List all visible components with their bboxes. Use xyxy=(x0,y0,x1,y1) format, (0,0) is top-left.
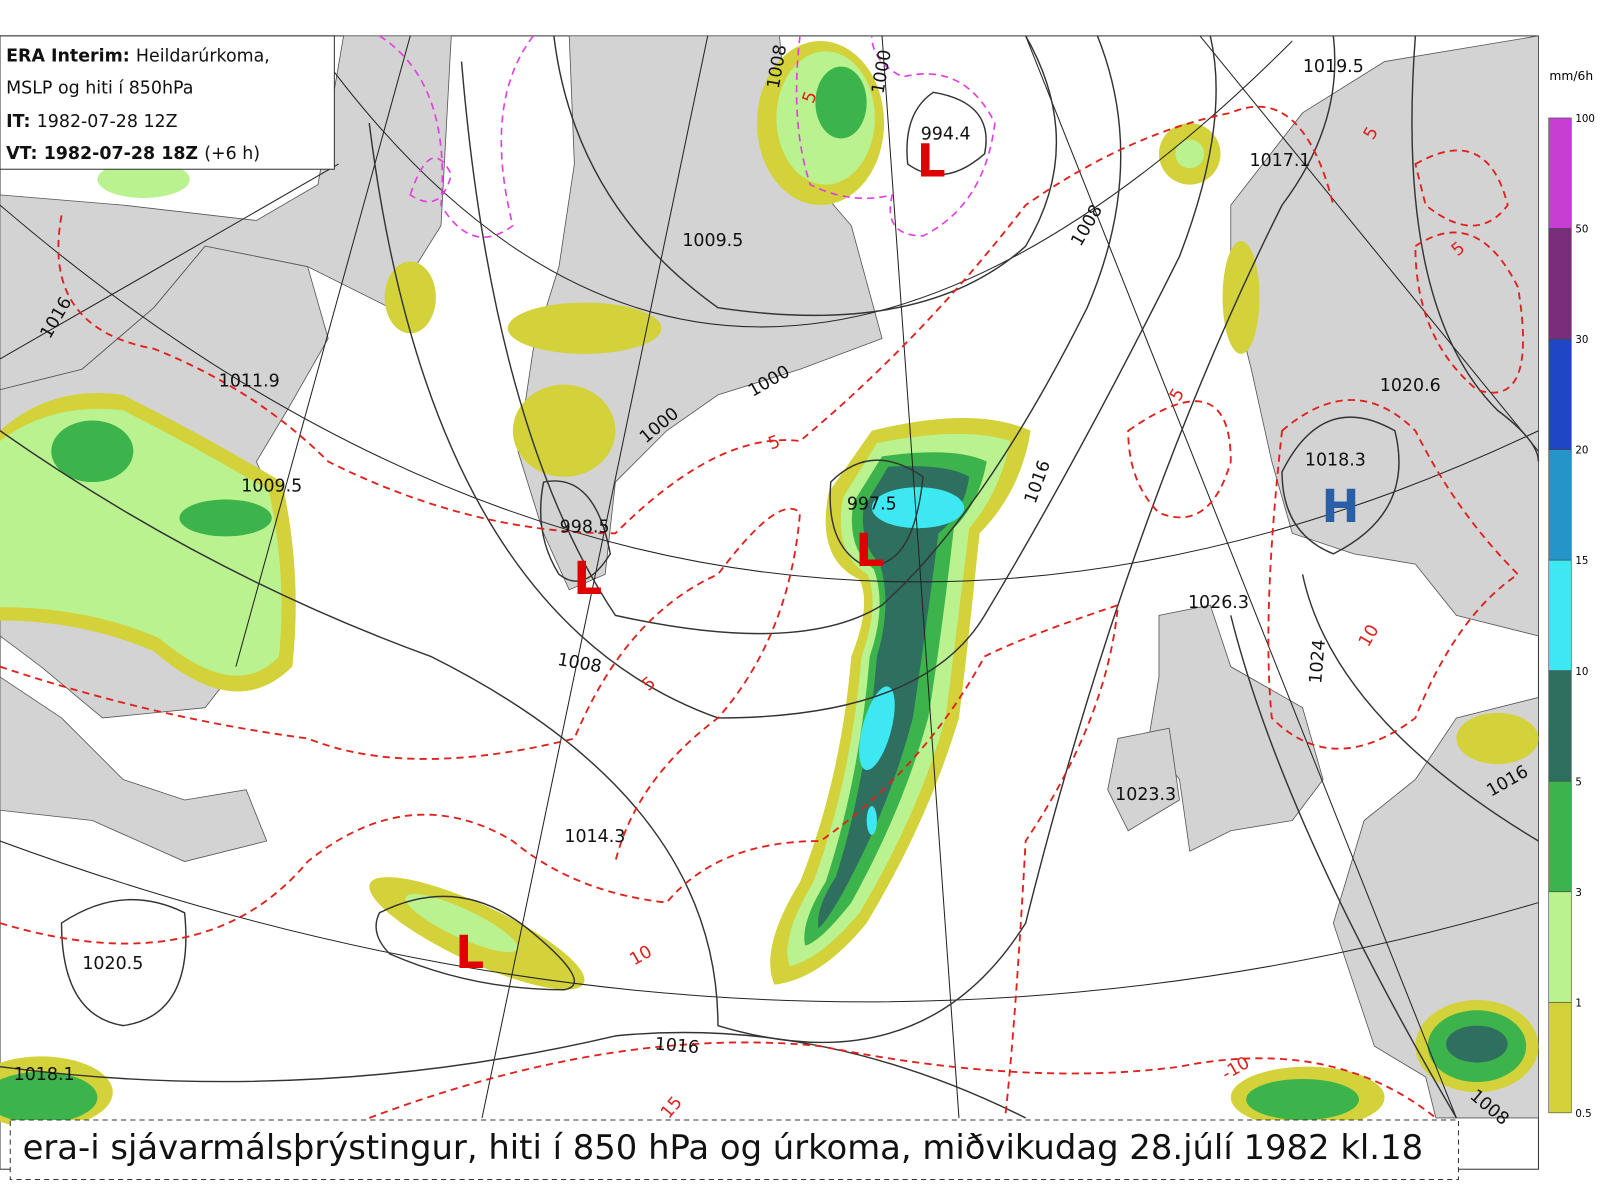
colorbar-segment xyxy=(1548,449,1572,561)
pressure-symbol: L xyxy=(917,134,946,187)
pressure-symbol: L xyxy=(455,926,484,979)
colorbar-tick-label: 30 xyxy=(1575,334,1588,346)
legend-line: VT: 1982-07-28 18Z (+6 h) xyxy=(6,144,260,164)
isobar-label: 1016 xyxy=(654,1034,700,1058)
legend-key: VT: xyxy=(6,144,37,164)
colorbar-tick-label: 3 xyxy=(1575,887,1582,899)
legend-line: MSLP og hiti í 850hPa xyxy=(6,78,193,98)
pressure-value: 1019.5 xyxy=(1303,57,1364,77)
pressure-symbol: H xyxy=(1322,480,1360,533)
colorbar-tick-label: 20 xyxy=(1575,445,1588,457)
pressure-value: 1026.3 xyxy=(1188,593,1249,613)
legend-text: 1982-07-28 12Z xyxy=(37,112,178,132)
pressure-value: 1009.5 xyxy=(241,476,302,496)
colorbar-segment xyxy=(1548,670,1572,782)
colorbar-tick-label: 50 xyxy=(1575,224,1588,236)
pressure-value: 1020.6 xyxy=(1380,376,1441,396)
colorbar: 0.5 1 3 5 10 15 20 30 50 100 xyxy=(1548,113,1595,1120)
pressure-value: 1011.9 xyxy=(219,372,280,392)
colorbar-segment xyxy=(1548,1001,1572,1114)
pressure-value: 1020.5 xyxy=(82,954,143,974)
pressure-value: 997.5 xyxy=(847,495,897,515)
legend-text: 1982-07-28 18Z xyxy=(44,144,198,164)
pressure-value: 1023.3 xyxy=(1115,785,1176,805)
pressure-symbol: L xyxy=(855,524,884,577)
colorbar-segment xyxy=(1548,338,1572,450)
pressure-value: 1014.3 xyxy=(564,827,625,847)
colorbar-tick-label: 1 xyxy=(1575,997,1582,1009)
colorbar-unit: mm/6h xyxy=(1549,69,1593,83)
colorbar-tick-label: 10 xyxy=(1575,666,1588,678)
colorbar-segment xyxy=(1548,228,1572,340)
colorbar-segment xyxy=(1548,117,1572,229)
legend-key: IT: xyxy=(6,112,30,132)
pressure-symbol: L xyxy=(573,552,602,605)
legend-line: IT: 1982-07-28 12Z xyxy=(6,112,177,132)
temperature-contours xyxy=(0,35,1524,1119)
legend-extra: (+6 h) xyxy=(204,144,260,164)
pressure-value: 1018.1 xyxy=(14,1065,75,1085)
legend-text: Heildarúrkoma, xyxy=(136,47,270,67)
isobars xyxy=(0,35,1540,1119)
colorbar-tick-label: 100 xyxy=(1575,113,1595,125)
isobar-label: 1024 xyxy=(1306,639,1330,685)
graticule xyxy=(0,35,1539,1119)
colorbar-tick-label: 15 xyxy=(1575,555,1588,567)
pressure-value: 994.4 xyxy=(921,124,971,144)
caption-box xyxy=(9,1119,1459,1180)
pressure-value: 998.5 xyxy=(560,517,610,537)
legend-key: ERA Interim: xyxy=(6,47,130,67)
colorbar-segment xyxy=(1548,559,1572,671)
colorbar-segment xyxy=(1548,891,1572,1003)
caption: era-i sjávarmálsþrýstingur, hiti í 850 h… xyxy=(23,1128,1424,1167)
colorbar-tick-label: 0.5 xyxy=(1575,1108,1591,1120)
legend-line: ERA Interim: Heildarúrkoma, xyxy=(6,47,270,67)
pressure-value: 1018.3 xyxy=(1305,451,1366,471)
pressure-value: 1017.1 xyxy=(1250,151,1311,171)
colorbar-tick-label: 5 xyxy=(1575,776,1582,788)
precipitation xyxy=(0,41,1539,1129)
pressure-value: 1009.5 xyxy=(682,231,743,251)
colorbar-segment xyxy=(1548,780,1572,893)
legend-box xyxy=(0,35,335,170)
